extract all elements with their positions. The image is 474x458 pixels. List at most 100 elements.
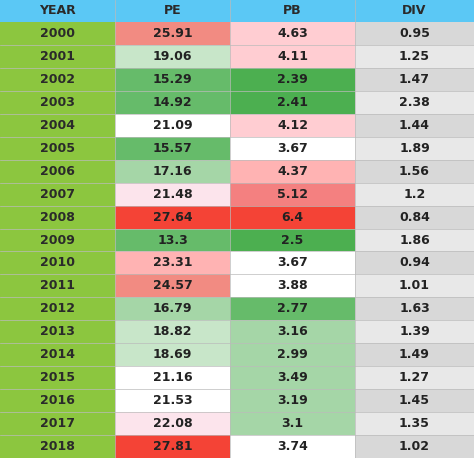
Bar [355, 366, 474, 389]
Bar [0, 0, 115, 22]
Bar [230, 91, 355, 114]
Text: 1.63: 1.63 [399, 302, 430, 316]
Bar [115, 297, 230, 320]
Bar [355, 0, 474, 22]
Bar [0, 366, 115, 389]
Bar [0, 45, 115, 68]
Text: 18.69: 18.69 [153, 348, 192, 361]
Bar [0, 320, 115, 343]
Text: 2003: 2003 [40, 96, 75, 109]
Bar [355, 160, 474, 183]
Text: 4.37: 4.37 [277, 165, 308, 178]
Bar [115, 320, 230, 343]
Bar [355, 114, 474, 137]
Text: 2.77: 2.77 [277, 302, 308, 316]
Bar [230, 45, 355, 68]
Text: 19.06: 19.06 [153, 50, 192, 63]
Bar [0, 22, 115, 45]
Text: 15.57: 15.57 [153, 142, 192, 155]
Bar [0, 274, 115, 297]
Text: 3.1: 3.1 [282, 417, 303, 430]
Text: 2.39: 2.39 [277, 73, 308, 86]
Text: 0.95: 0.95 [399, 27, 430, 40]
Text: 17.16: 17.16 [153, 165, 192, 178]
Bar [355, 320, 474, 343]
Text: 0.84: 0.84 [399, 211, 430, 224]
Bar [0, 412, 115, 435]
Text: 5.12: 5.12 [277, 188, 308, 201]
Bar [230, 22, 355, 45]
Bar [230, 366, 355, 389]
Text: 1.45: 1.45 [399, 394, 430, 407]
Text: 2015: 2015 [40, 371, 75, 384]
Bar [355, 206, 474, 229]
Bar [355, 412, 474, 435]
Text: PE: PE [164, 5, 182, 17]
Text: 3.67: 3.67 [277, 142, 308, 155]
Text: 4.12: 4.12 [277, 119, 308, 132]
Text: 2010: 2010 [40, 256, 75, 269]
Text: 13.3: 13.3 [157, 234, 188, 246]
Text: 3.16: 3.16 [277, 325, 308, 338]
Text: 0.94: 0.94 [399, 256, 430, 269]
Bar [355, 274, 474, 297]
Text: 2.41: 2.41 [277, 96, 308, 109]
Text: 2006: 2006 [40, 165, 75, 178]
Text: DIV: DIV [402, 5, 427, 17]
Bar [355, 343, 474, 366]
Bar [115, 229, 230, 251]
Text: 2017: 2017 [40, 417, 75, 430]
Text: 2.5: 2.5 [282, 234, 304, 246]
Bar [355, 183, 474, 206]
Bar [355, 251, 474, 274]
Text: 6.4: 6.4 [282, 211, 303, 224]
Text: 1.49: 1.49 [399, 348, 430, 361]
Text: 2011: 2011 [40, 279, 75, 292]
Bar [0, 229, 115, 251]
Text: 2005: 2005 [40, 142, 75, 155]
Bar [355, 68, 474, 91]
Bar [115, 22, 230, 45]
Bar [230, 320, 355, 343]
Bar [355, 45, 474, 68]
Text: 2014: 2014 [40, 348, 75, 361]
Text: 4.63: 4.63 [277, 27, 308, 40]
Text: 23.31: 23.31 [153, 256, 192, 269]
Text: 3.88: 3.88 [277, 279, 308, 292]
Text: 21.48: 21.48 [153, 188, 192, 201]
Bar [230, 389, 355, 412]
Text: YEAR: YEAR [39, 5, 76, 17]
Bar [115, 251, 230, 274]
Bar [355, 137, 474, 160]
Text: 18.82: 18.82 [153, 325, 192, 338]
Bar [355, 22, 474, 45]
Text: 22.08: 22.08 [153, 417, 192, 430]
Text: 3.67: 3.67 [277, 256, 308, 269]
Bar [355, 435, 474, 458]
Text: 27.81: 27.81 [153, 440, 192, 453]
Bar [0, 114, 115, 137]
Bar [355, 229, 474, 251]
Text: 1.39: 1.39 [399, 325, 430, 338]
Text: 27.64: 27.64 [153, 211, 192, 224]
Bar [230, 229, 355, 251]
Text: 14.92: 14.92 [153, 96, 192, 109]
Bar [115, 366, 230, 389]
Bar [230, 160, 355, 183]
Text: 2000: 2000 [40, 27, 75, 40]
Bar [0, 183, 115, 206]
Text: 1.47: 1.47 [399, 73, 430, 86]
Bar [115, 91, 230, 114]
Text: 1.25: 1.25 [399, 50, 430, 63]
Bar [115, 389, 230, 412]
Text: 15.29: 15.29 [153, 73, 192, 86]
Text: 2016: 2016 [40, 394, 75, 407]
Text: 2.99: 2.99 [277, 348, 308, 361]
Text: 2002: 2002 [40, 73, 75, 86]
Text: PB: PB [283, 5, 302, 17]
Text: 24.57: 24.57 [153, 279, 192, 292]
Text: 21.16: 21.16 [153, 371, 192, 384]
Bar [115, 68, 230, 91]
Text: 4.11: 4.11 [277, 50, 308, 63]
Bar [0, 137, 115, 160]
